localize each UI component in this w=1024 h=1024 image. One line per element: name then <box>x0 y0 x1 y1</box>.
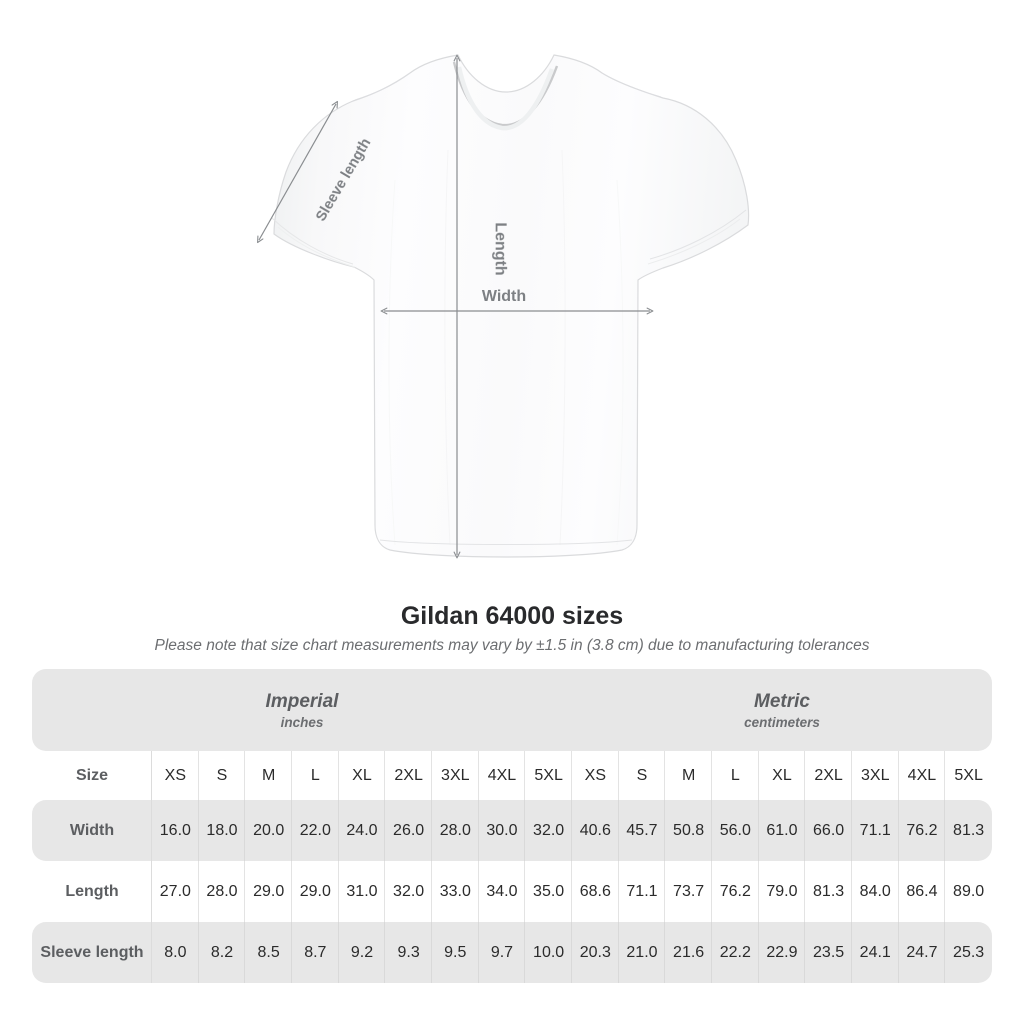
svg-text:Width: Width <box>482 288 526 305</box>
